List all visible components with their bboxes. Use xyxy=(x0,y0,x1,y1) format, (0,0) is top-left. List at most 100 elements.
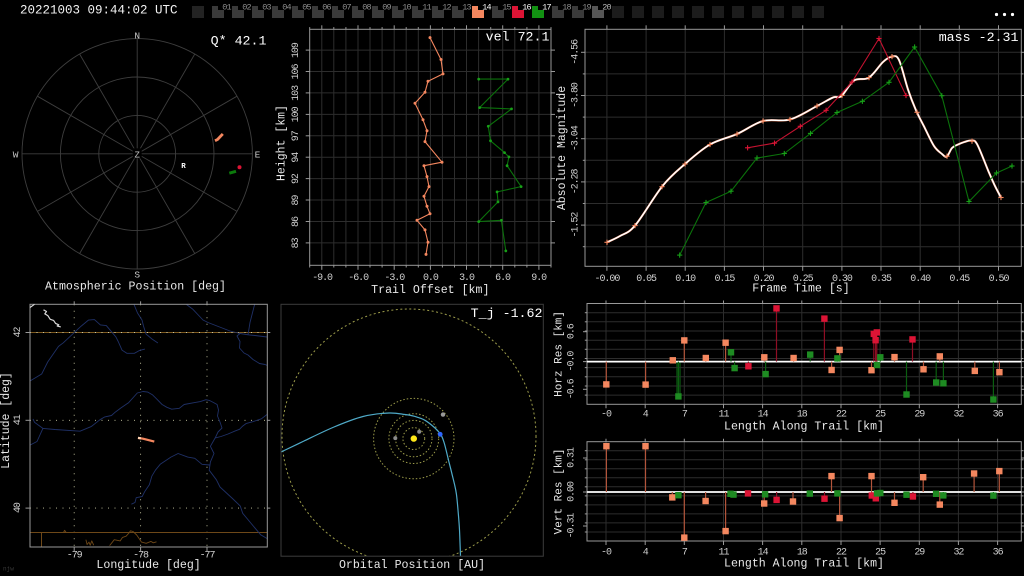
svg-text:-4.56: -4.56 xyxy=(571,39,582,65)
svg-text:Atmospheric Position [deg]: Atmospheric Position [deg] xyxy=(45,281,226,294)
svg-text:11: 11 xyxy=(422,2,431,12)
svg-text:09: 09 xyxy=(382,2,391,12)
svg-text:Longitude [deg]: Longitude [deg] xyxy=(96,559,200,572)
svg-text:-0.0: -0.0 xyxy=(567,351,578,372)
svg-text:19: 19 xyxy=(582,2,591,12)
svg-text:0.10: 0.10 xyxy=(675,274,696,285)
svg-text:17: 17 xyxy=(542,2,551,12)
svg-text:89: 89 xyxy=(291,195,302,206)
svg-text:-3.80: -3.80 xyxy=(571,82,582,108)
svg-text:08: 08 xyxy=(362,2,371,12)
svg-text:-9.0: -9.0 xyxy=(312,273,333,284)
svg-text:18: 18 xyxy=(562,2,571,12)
svg-text:0.50: 0.50 xyxy=(989,274,1010,285)
svg-text:-2.28: -2.28 xyxy=(571,168,582,194)
svg-text:109: 109 xyxy=(291,42,302,58)
svg-text:0.05: 0.05 xyxy=(636,274,657,285)
svg-text:-78: -78 xyxy=(133,551,149,562)
svg-text:11: 11 xyxy=(719,548,730,559)
svg-text:97: 97 xyxy=(291,130,302,141)
svg-text:04: 04 xyxy=(282,2,291,12)
svg-text:11: 11 xyxy=(719,410,730,421)
svg-text:-0.31: -0.31 xyxy=(567,513,578,539)
svg-text:07: 07 xyxy=(342,2,351,12)
svg-text:Height [km]: Height [km] xyxy=(276,105,289,181)
svg-text:92: 92 xyxy=(291,173,302,184)
svg-text:32: 32 xyxy=(953,548,964,559)
svg-text:14: 14 xyxy=(758,548,769,559)
svg-text:36: 36 xyxy=(993,410,1004,421)
svg-text:02: 02 xyxy=(242,2,251,12)
svg-text:0.31: 0.31 xyxy=(567,447,578,468)
svg-text:42: 42 xyxy=(13,327,24,338)
svg-text:103: 103 xyxy=(291,85,302,101)
svg-text:-77: -77 xyxy=(200,551,216,562)
svg-text:Length Along Trail [km]: Length Along Trail [km] xyxy=(724,421,884,434)
svg-text:36: 36 xyxy=(993,548,1004,559)
svg-text:E: E xyxy=(255,149,261,160)
svg-text:-79: -79 xyxy=(67,551,83,562)
svg-text:Frame Time [s]: Frame Time [s] xyxy=(752,283,849,296)
svg-text:W: W xyxy=(13,149,19,160)
svg-text:25: 25 xyxy=(875,548,886,559)
svg-text:Length Along Trail [km]: Length Along Trail [km] xyxy=(724,558,884,571)
svg-text:18: 18 xyxy=(797,548,808,559)
svg-text:40: 40 xyxy=(13,502,24,513)
svg-text:14: 14 xyxy=(758,410,769,421)
svg-text:Vert Res [km]: Vert Res [km] xyxy=(554,448,566,534)
svg-text:13: 13 xyxy=(462,2,471,12)
svg-text:-3.04: -3.04 xyxy=(571,125,582,151)
svg-text:Trail Offset [km]: Trail Offset [km] xyxy=(371,284,489,297)
svg-text:-0: -0 xyxy=(601,548,612,559)
svg-text:0.0: 0.0 xyxy=(423,273,439,284)
svg-text:4: 4 xyxy=(643,410,649,421)
svg-text:06: 06 xyxy=(322,2,331,12)
svg-text:7: 7 xyxy=(682,410,688,421)
svg-text:15: 15 xyxy=(502,2,511,12)
svg-text:-0: -0 xyxy=(601,410,612,421)
svg-text:0.40: 0.40 xyxy=(910,274,931,285)
svg-text:vel 72.1: vel 72.1 xyxy=(486,30,550,45)
svg-text:29: 29 xyxy=(914,410,925,421)
svg-text:Q* 42.1: Q* 42.1 xyxy=(211,33,267,48)
svg-text:41: 41 xyxy=(13,414,24,425)
svg-text:7: 7 xyxy=(682,548,688,559)
svg-text:14: 14 xyxy=(482,2,491,12)
svg-text:-0.6: -0.6 xyxy=(567,378,578,399)
svg-text:22: 22 xyxy=(836,410,847,421)
svg-text:94: 94 xyxy=(291,152,302,163)
svg-text:01: 01 xyxy=(222,2,231,12)
svg-text:03: 03 xyxy=(262,2,271,12)
svg-text:86: 86 xyxy=(291,216,302,227)
svg-text:106: 106 xyxy=(291,64,302,80)
svg-text:12: 12 xyxy=(442,2,451,12)
svg-text:Orbital Position [AU]: Orbital Position [AU] xyxy=(339,559,485,572)
svg-text:18: 18 xyxy=(797,410,808,421)
svg-text:22: 22 xyxy=(836,548,847,559)
svg-text:0.30: 0.30 xyxy=(832,274,853,285)
svg-text:20: 20 xyxy=(602,2,611,12)
svg-text:mass -2.31: mass -2.31 xyxy=(939,30,1019,45)
svg-text:R: R xyxy=(181,163,186,171)
svg-text:83: 83 xyxy=(291,237,302,248)
svg-text:4: 4 xyxy=(643,548,649,559)
svg-text:Latitude [deg]: Latitude [deg] xyxy=(0,372,13,469)
svg-text:0.20: 0.20 xyxy=(754,274,775,285)
svg-text:0.45: 0.45 xyxy=(949,274,970,285)
svg-text:05: 05 xyxy=(302,2,311,12)
svg-text:16: 16 xyxy=(522,2,531,12)
svg-text:njw: njw xyxy=(3,566,14,573)
svg-text:10: 10 xyxy=(402,2,411,12)
svg-text:-1.52: -1.52 xyxy=(571,212,582,238)
svg-text:25: 25 xyxy=(875,410,886,421)
svg-text:T_j -1.62: T_j -1.62 xyxy=(471,306,543,321)
svg-text:6.0: 6.0 xyxy=(495,273,511,284)
svg-text:20221003 09:44:02 UTC: 20221003 09:44:02 UTC xyxy=(20,4,178,18)
svg-text:Horz Res [km]: Horz Res [km] xyxy=(554,311,566,397)
svg-text:29: 29 xyxy=(914,548,925,559)
svg-text:3.0: 3.0 xyxy=(459,273,475,284)
svg-text:-3.0: -3.0 xyxy=(384,273,405,284)
svg-text:Absolute Magnitude: Absolute Magnitude xyxy=(556,86,569,210)
svg-text:100: 100 xyxy=(291,106,302,122)
svg-text:0.15: 0.15 xyxy=(714,274,735,285)
